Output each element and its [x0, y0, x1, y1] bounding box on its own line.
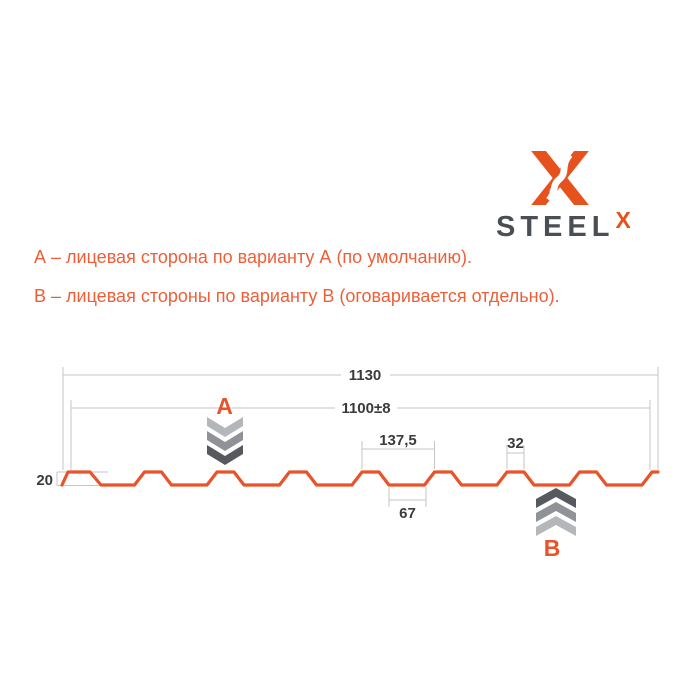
dim-rib-pitch-group: 137,5 — [361, 432, 435, 469]
dim-rib-valley-group: 67 — [388, 487, 427, 522]
dim-overall-width-label: 1130 — [349, 367, 382, 384]
brand-wordmark: STEEL X — [496, 209, 631, 243]
dim-overall-width-group: 1130 — [62, 367, 659, 470]
marker-b: В — [536, 488, 576, 561]
note-line-variant-b: В – лицевая стороны по варианту В (огова… — [34, 286, 560, 306]
dim-rib-pitch-label: 137,5 — [379, 432, 417, 449]
dim-rib-valley-label: 67 — [399, 505, 416, 522]
note-line-variant-a: А – лицевая сторона по варианту А (по ум… — [34, 247, 472, 267]
profile-path — [60, 470, 660, 487]
dim-rib-top-group: 32 — [506, 435, 525, 469]
dim-rib-top-label: 32 — [507, 435, 524, 452]
marker-a: А — [207, 393, 243, 465]
dim-height-label: 20 — [36, 472, 53, 489]
brand-text: STEEL — [496, 211, 615, 243]
dim-working-width-label: 1100±8 — [341, 400, 390, 417]
marker-b-label: В — [544, 535, 561, 561]
marker-a-label: А — [216, 393, 233, 419]
dim-working-width-group: 1100±8 — [70, 400, 651, 470]
brand-sup-x: X — [615, 207, 631, 233]
marker-b-chevrons-up-icon — [536, 488, 576, 536]
steelx-twist-x-icon — [531, 151, 589, 205]
marker-a-chevrons-down-icon — [207, 417, 243, 465]
